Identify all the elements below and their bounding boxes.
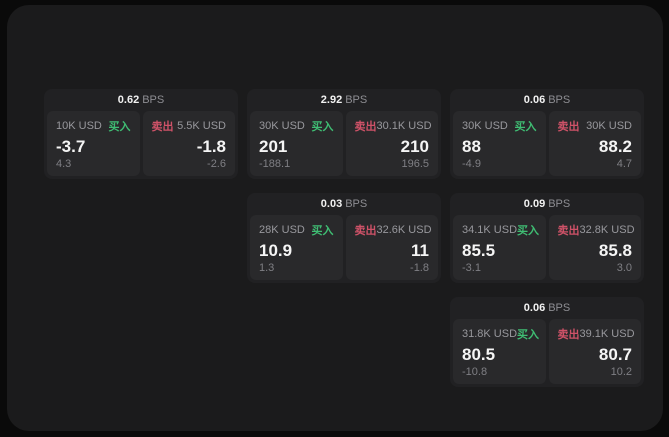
sell-side-label: 卖出 <box>354 121 377 133</box>
buy-delta: 1.3 <box>259 262 275 274</box>
bps-value: 2.92 <box>320 94 343 106</box>
sell-delta: -1.8 <box>410 262 429 274</box>
bps-unit-label: BPS <box>548 94 571 106</box>
buy-quote-panel[interactable]: 28K USD 买入 10.9 1.3 <box>250 215 343 280</box>
buy-price: 80.5 <box>462 344 496 364</box>
buy-quote-panel[interactable]: 10K USD 买入 -3.7 4.3 <box>47 111 140 176</box>
sell-side-label: 卖出 <box>354 225 377 237</box>
buy-price: -3.7 <box>56 136 86 156</box>
buy-side-label: 买入 <box>311 225 334 237</box>
buy-side-label: 买入 <box>514 121 537 133</box>
buy-amount: 30K USD <box>259 120 305 132</box>
buy-quote-panel[interactable]: 31.8K USD 买入 80.5 -10.8 <box>453 319 546 384</box>
sell-amount: 30.1K USD <box>376 120 432 132</box>
app-window: 0.62 BPS 10K USD 买入 -3.7 4.3 卖出 5.5K USD -1… <box>7 5 663 431</box>
buy-price: 201 <box>259 136 288 156</box>
sell-amount: 30K USD <box>586 120 632 132</box>
quote-card-5: 0.09 BPS 34.1K USD 买入 85.5 -3.1 卖出 32.8K US… <box>450 193 644 283</box>
bps-unit-label: BPS <box>345 198 368 210</box>
quote-cards-grid: 0.62 BPS 10K USD 买入 -3.7 4.3 卖出 5.5K USD -1… <box>44 89 644 387</box>
buy-quote-panel[interactable]: 34.1K USD 买入 85.5 -3.1 <box>453 215 546 280</box>
buy-delta: -4.9 <box>462 158 481 170</box>
sell-side-label: 卖出 <box>557 225 580 237</box>
quote-card-6: 0.06 BPS 31.8K USD 买入 80.5 -10.8 卖出 39.1K U… <box>450 297 644 387</box>
bps-value: 0.06 <box>523 302 546 314</box>
buy-price: 85.5 <box>462 240 496 260</box>
bps-header: 0.09 BPS <box>453 193 641 215</box>
sell-quote-panel[interactable]: 卖出 5.5K USD -1.8 -2.6 <box>142 111 235 176</box>
sell-amount: 32.6K USD <box>376 224 432 236</box>
sell-price: 11 <box>411 240 429 260</box>
bps-unit-label: BPS <box>345 94 368 106</box>
sell-price: 80.7 <box>598 344 632 364</box>
buy-delta: -188.1 <box>259 158 291 170</box>
buy-amount: 10K USD <box>56 120 102 132</box>
sell-price: 85.8 <box>598 240 632 260</box>
buy-side-label: 买入 <box>108 121 131 133</box>
buy-price: 88 <box>462 136 481 156</box>
bps-header: 0.06 BPS <box>453 89 641 111</box>
bps-header: 0.06 BPS <box>453 297 641 319</box>
sell-side-label: 卖出 <box>557 329 580 341</box>
sell-side-label: 卖出 <box>557 121 580 133</box>
quote-card-4: 0.03 BPS 28K USD 买入 10.9 1.3 卖出 32.6K USD 1… <box>247 193 441 283</box>
bps-unit-label: BPS <box>142 94 165 106</box>
bps-value: 0.62 <box>117 94 140 106</box>
sell-side-label: 卖出 <box>151 121 174 133</box>
buy-quote-panel[interactable]: 30K USD 买入 201 -188.1 <box>250 111 343 176</box>
buy-amount: 28K USD <box>259 224 305 236</box>
quote-card-3: 0.06 BPS 30K USD 买入 88 -4.9 卖出 30K USD 88.2… <box>450 89 644 179</box>
sell-quote-panel[interactable]: 卖出 30K USD 88.2 4.7 <box>548 111 641 176</box>
buy-quote-panel[interactable]: 30K USD 买入 88 -4.9 <box>453 111 546 176</box>
sell-price: 210 <box>400 136 429 156</box>
buy-delta: -3.1 <box>462 262 481 274</box>
sell-quote-panel[interactable]: 卖出 39.1K USD 80.7 10.2 <box>548 319 641 384</box>
quote-card-2: 2.92 BPS 30K USD 买入 201 -188.1 卖出 30.1K USD… <box>247 89 441 179</box>
bps-header: 0.03 BPS <box>250 193 438 215</box>
bps-unit-label: BPS <box>548 302 571 314</box>
sell-delta: 3.0 <box>616 262 632 274</box>
sell-delta: 196.5 <box>401 158 429 170</box>
sell-price: 88.2 <box>598 136 632 156</box>
bps-value: 0.06 <box>523 94 546 106</box>
buy-delta: -10.8 <box>462 366 488 378</box>
buy-side-label: 买入 <box>517 329 540 341</box>
buy-side-label: 买入 <box>517 225 540 237</box>
bps-value: 0.03 <box>320 198 343 210</box>
buy-price: 10.9 <box>259 240 293 260</box>
sell-quote-panel[interactable]: 卖出 32.8K USD 85.8 3.0 <box>548 215 641 280</box>
sell-delta: 4.7 <box>616 158 632 170</box>
bps-value: 0.09 <box>523 198 546 210</box>
sell-quote-panel[interactable]: 卖出 30.1K USD 210 196.5 <box>345 111 438 176</box>
buy-amount: 34.1K USD <box>462 224 518 236</box>
buy-delta: 4.3 <box>56 158 72 170</box>
buy-amount: 31.8K USD <box>462 328 518 340</box>
sell-amount: 32.8K USD <box>579 224 635 236</box>
sell-delta: -2.6 <box>207 158 226 170</box>
quote-card-1: 0.62 BPS 10K USD 买入 -3.7 4.3 卖出 5.5K USD -1… <box>44 89 238 179</box>
sell-price: -1.8 <box>196 136 226 156</box>
sell-amount: 5.5K USD <box>177 120 226 132</box>
sell-quote-panel[interactable]: 卖出 32.6K USD 11 -1.8 <box>345 215 438 280</box>
buy-side-label: 买入 <box>311 121 334 133</box>
sell-amount: 39.1K USD <box>579 328 635 340</box>
bps-unit-label: BPS <box>548 198 571 210</box>
buy-amount: 30K USD <box>462 120 508 132</box>
bps-header: 2.92 BPS <box>250 89 438 111</box>
bps-header: 0.62 BPS <box>47 89 235 111</box>
sell-delta: 10.2 <box>610 366 632 378</box>
